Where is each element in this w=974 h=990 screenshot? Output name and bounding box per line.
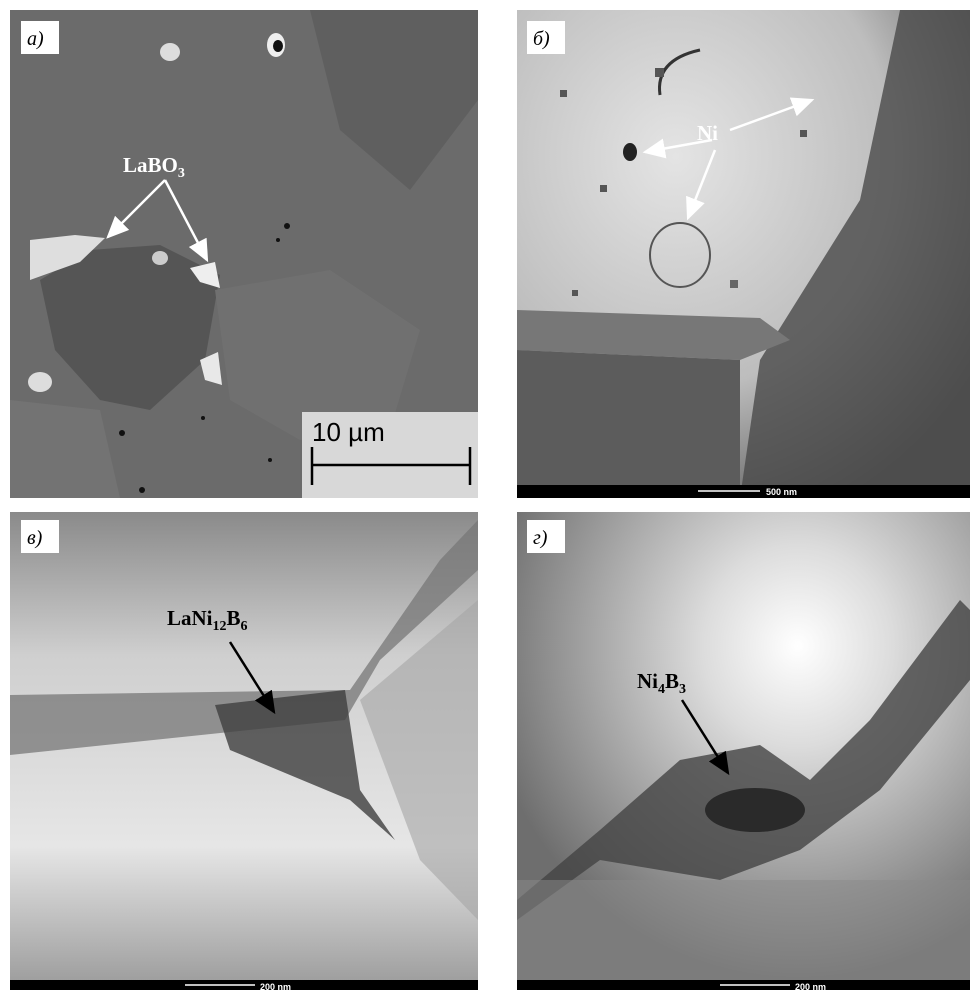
annotation-text: Ni bbox=[697, 121, 718, 145]
scale-bar-label: 500 nm bbox=[766, 487, 797, 497]
annotation-subscript: 3 bbox=[679, 682, 686, 697]
panel-label: б) bbox=[533, 28, 550, 50]
panel-d: 200 nm Ni4B3 bbox=[517, 512, 970, 990]
figure: 10 µm LaBO3 500 nm Ni 200 nm LaNi12B6 20… bbox=[0, 0, 974, 990]
annotation-subscript: 3 bbox=[178, 166, 185, 181]
annotation-subscript: 6 bbox=[241, 619, 248, 634]
panel-label: а) bbox=[27, 28, 44, 50]
annotation: LaBO3 bbox=[123, 153, 185, 181]
annotation: Ni bbox=[697, 121, 718, 145]
annotation-text: LaNi bbox=[167, 606, 213, 630]
scale-bar-label: 200 nm bbox=[795, 982, 826, 990]
scale-bar-label: 200 nm bbox=[260, 982, 291, 990]
annotation-subscript: 4 bbox=[658, 682, 665, 697]
panel-label: в) bbox=[27, 527, 43, 549]
annotation-text: Ni bbox=[637, 669, 658, 693]
panel-c: 200 nm LaNi12B6 bbox=[10, 512, 478, 990]
annotation-subscript: 12 bbox=[213, 619, 227, 634]
annotation: LaNi12B6 bbox=[167, 606, 248, 634]
panel-label: г) bbox=[533, 527, 548, 549]
annotation-text: B bbox=[665, 669, 679, 693]
panel-a: 10 µm LaBO3 bbox=[10, 10, 478, 498]
annotation-text: LaBO bbox=[123, 153, 178, 177]
annotation-text: B bbox=[227, 606, 241, 630]
panel-b: 500 nm Ni bbox=[517, 10, 970, 498]
scale-bar-label: 10 µm bbox=[312, 417, 385, 447]
